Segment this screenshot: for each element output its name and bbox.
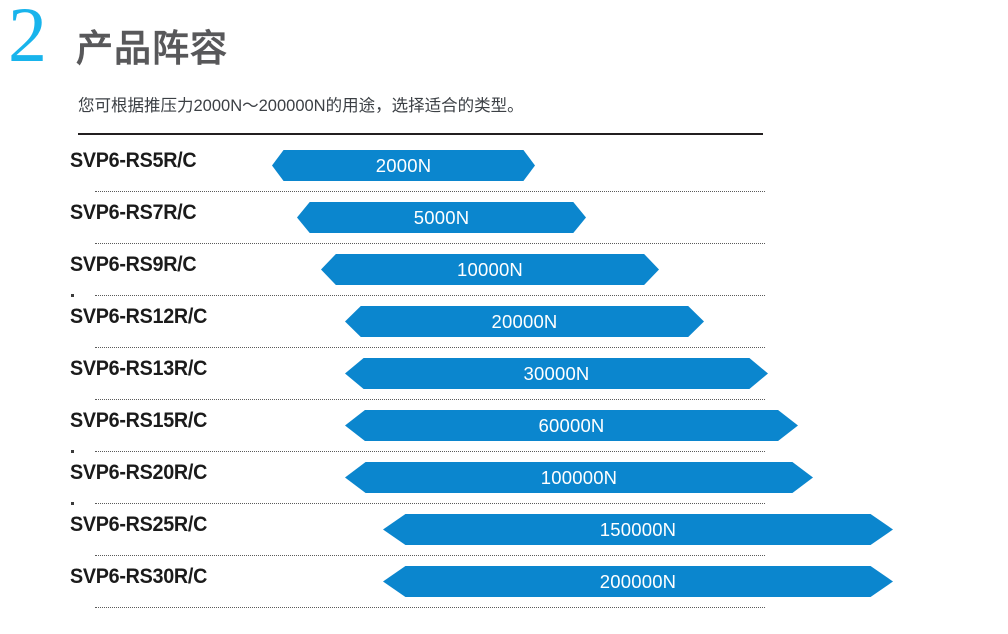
- product-model-label: SVP6-RS9R/C: [70, 253, 197, 276]
- header-divider: [78, 133, 763, 135]
- chart-row: SVP6-RS7R/C 5000N: [0, 192, 1008, 244]
- page-title: 产品阵容: [76, 28, 228, 69]
- header: 2 产品阵容 您可根据推压力2000N～200000N的用途，选择适合的类型。: [0, 0, 1008, 140]
- force-value-label: 30000N: [523, 363, 590, 384]
- product-model-label: SVP6-RS20R/C: [70, 461, 208, 484]
- force-value-label: 60000N: [538, 415, 605, 436]
- chart-row: SVP6-RS13R/C 30000N: [0, 348, 1008, 400]
- product-model-label: SVP6-RS7R/C: [70, 201, 197, 224]
- row-divider: [95, 451, 765, 452]
- force-value-label: 10000N: [456, 259, 523, 280]
- chart-row: SVP6-RS12R/C 20000N: [0, 296, 1008, 348]
- section-number: 2: [8, 0, 47, 78]
- chart-row: SVP6-RS20R/C 100000N: [0, 452, 1008, 504]
- page-subtitle: 您可根据推压力2000N～200000N的用途，选择适合的类型。: [78, 97, 524, 115]
- product-model-label: SVP6-RS13R/C: [70, 357, 208, 380]
- force-bar: [345, 462, 813, 493]
- force-bar: [345, 410, 798, 441]
- force-bar: [383, 566, 893, 597]
- row-divider: [95, 503, 765, 504]
- row-divider: [95, 555, 765, 556]
- row-divider: [95, 191, 765, 192]
- force-bar: [321, 254, 659, 285]
- force-value-label: 20000N: [491, 311, 558, 332]
- row-divider: [95, 347, 765, 348]
- product-model-label: SVP6-RS15R/C: [70, 409, 208, 432]
- force-bar: [297, 202, 586, 233]
- row-divider: [95, 295, 765, 296]
- chart-row: SVP6-RS5R/C 2000N: [0, 140, 1008, 192]
- force-bar: [345, 306, 704, 337]
- product-model-label: SVP6-RS25R/C: [70, 513, 208, 536]
- chart-row: SVP6-RS30R/C 200000N: [0, 556, 1008, 608]
- product-model-label: SVP6-RS12R/C: [70, 305, 208, 328]
- product-model-label: SVP6-RS30R/C: [70, 565, 208, 588]
- force-value-label: 100000N: [540, 467, 618, 488]
- chart-row: SVP6-RS15R/C 60000N: [0, 400, 1008, 452]
- row-tick-dot: [71, 294, 74, 297]
- row-divider: [95, 399, 765, 400]
- force-bar: [272, 150, 535, 181]
- force-bar: [383, 514, 893, 545]
- chart-row: SVP6-RS9R/C 10000N: [0, 244, 1008, 296]
- force-value-label: 150000N: [599, 519, 677, 540]
- force-bar: [345, 358, 768, 389]
- product-lineup-chart: SVP6-RS5R/C 2000N SVP6-RS7R/C 5000N SVP6-RS9…: [0, 140, 1008, 634]
- chart-row: SVP6-RS25R/C 150000N: [0, 504, 1008, 556]
- force-value-label: 5000N: [413, 207, 470, 228]
- force-value-label: 200000N: [599, 571, 677, 592]
- row-tick-dot: [71, 502, 74, 505]
- product-model-label: SVP6-RS5R/C: [70, 149, 197, 172]
- row-tick-dot: [71, 450, 74, 453]
- force-value-label: 2000N: [375, 155, 432, 176]
- row-divider: [95, 607, 765, 608]
- row-divider: [95, 243, 765, 244]
